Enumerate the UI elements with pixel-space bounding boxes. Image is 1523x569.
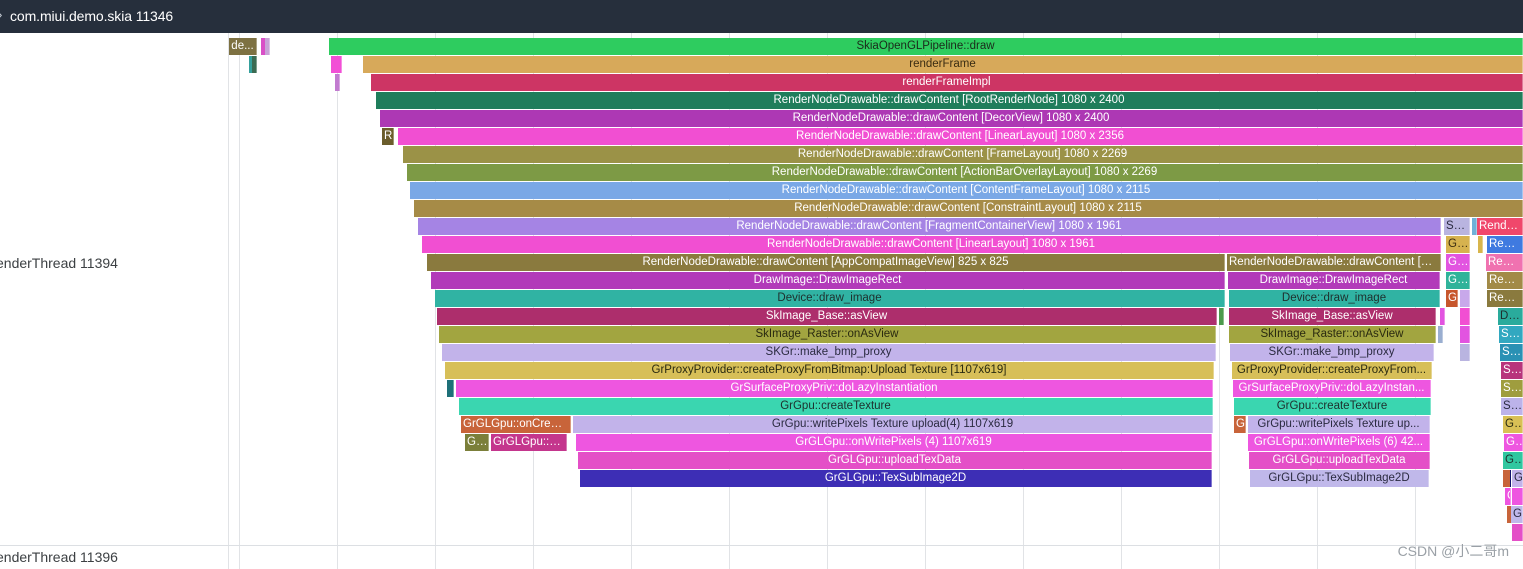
trace-slice[interactable]: Render...	[1486, 254, 1523, 271]
trace-slice[interactable]: Render...	[1487, 236, 1523, 253]
timeline-gridline	[337, 33, 338, 569]
trace-slice[interactable]: SkiaOpenGLPipeline::draw	[329, 38, 1523, 55]
trace-slice[interactable]: Render...	[1487, 290, 1523, 307]
trace-slice[interactable]	[1512, 488, 1523, 505]
trace-slice[interactable]: SkImage_Base::asView	[437, 308, 1217, 325]
trace-slice[interactable]	[1472, 218, 1477, 235]
trace-slice[interactable]: GrGLGpu::uploadTexData	[578, 452, 1212, 469]
trace-slice[interactable]: GrSurfaceProxyPriv::doLazyInstantiation	[456, 380, 1213, 397]
timeline-gridline	[228, 33, 229, 569]
trace-slice[interactable]: Gr...	[1503, 452, 1523, 469]
trace-slice[interactable]: de...	[229, 38, 257, 55]
trace-slice[interactable]: DrawImage::DrawImageRect	[1228, 272, 1440, 289]
trace-slice[interactable]: SKG...	[1501, 398, 1523, 415]
trace-slice[interactable]: GrGLGpu::uploadTexData	[1249, 452, 1430, 469]
trace-slice[interactable]	[1460, 326, 1470, 343]
trace-slice[interactable]: RenderNodeDrawable::drawContent [Content…	[410, 182, 1523, 199]
trace-slice[interactable]: RenderNodeDrawable::drawContent [ActionB…	[407, 164, 1523, 181]
trace-slice[interactable]: R	[382, 128, 394, 145]
trace-slice[interactable]: GrGLGpu::TexSubImage2D	[1250, 470, 1429, 487]
trace-slice[interactable]: SkIm...	[1500, 344, 1523, 361]
trace-slice[interactable]: Device::draw_image	[1229, 290, 1440, 307]
trace-slice[interactable]: SkImage_Base::asView	[1229, 308, 1436, 325]
trace-slice[interactable]: G	[1234, 416, 1246, 433]
trace-slice[interactable]: SkI...	[1501, 380, 1523, 397]
trace-slice[interactable]	[335, 74, 340, 91]
trace-slice[interactable]: GrGLGpu::cr...	[491, 434, 567, 451]
trace-slice[interactable]: RenderNodeDrawable::drawContent [DecorVi…	[380, 110, 1523, 127]
trace-slice[interactable]	[1460, 308, 1470, 325]
trace-slice[interactable]: GrGpu::createTexture	[459, 398, 1213, 415]
trace-slice[interactable]: GrGLGpu::TexSubImage2D	[580, 470, 1212, 487]
trace-slice[interactable]: SKGr::make_bmp_proxy	[1230, 344, 1434, 361]
trace-slice[interactable]: GrGLGpu::onWritePixels (4) 1107x619	[576, 434, 1212, 451]
trace-slice[interactable]: renderFrame	[363, 56, 1523, 73]
trace-slice[interactable]: Gr...	[465, 434, 489, 451]
timeline-gridline	[239, 33, 240, 569]
trace-slice[interactable]	[331, 56, 342, 73]
trace-slice[interactable]: SkI...	[1501, 362, 1523, 379]
trace-slice[interactable]: GrGpu::writePixels Texture upload(4) 110…	[573, 416, 1213, 433]
trace-slice[interactable]	[447, 380, 454, 397]
watermark: CSDN @小二哥m	[1397, 543, 1509, 559]
trace-slice[interactable]	[1503, 470, 1511, 487]
trace-slice[interactable]: GrProxyProvider::createProxyFrom...	[1232, 362, 1432, 379]
trace-slice[interactable]: G	[1446, 290, 1458, 307]
trace-slice[interactable]: GrSurfaceProxyPriv::doLazyInstan...	[1233, 380, 1431, 397]
trace-slice[interactable]: GrGpu::createTexture	[1234, 398, 1431, 415]
track-header[interactable]: › com.miui.demo.skia 11346	[0, 0, 1523, 33]
process-title: com.miui.demo.skia 11346	[10, 8, 174, 24]
track-separator	[0, 545, 1523, 546]
trace-slice[interactable]: Gr...	[1512, 470, 1523, 487]
trace-slice[interactable]: GrProxyProvider::createProxyFromBitmap:U…	[445, 362, 1214, 379]
trace-slice[interactable]: GrS...	[1504, 434, 1523, 451]
thread-label-11394[interactable]: enderThread 11394	[0, 255, 118, 271]
trace-slice[interactable]	[1460, 344, 1470, 361]
trace-slice[interactable]: Render...	[1487, 272, 1523, 289]
trace-slice[interactable]: RenderNodeDrawable::drawContent [Constra…	[414, 200, 1523, 217]
thread-label-11396[interactable]: enderThread 11396	[0, 549, 118, 565]
trace-slice[interactable]	[1478, 236, 1483, 253]
trace-slice[interactable]: SkImage_Raster::onAsView	[439, 326, 1216, 343]
trace-slice[interactable]: renderFrameImpl	[371, 74, 1523, 91]
trace-slice[interactable]: RenderNodeDrawable::drawContent [AppComp…	[427, 254, 1225, 271]
trace-slice[interactable]: Gr...	[1446, 236, 1470, 253]
trace-slice[interactable]: G	[1505, 488, 1511, 505]
trace-slice[interactable]: RenderNodeDrawable::drawContent [RootRen…	[376, 92, 1523, 109]
trace-slice[interactable]: GrGLGpu::onCreat...	[461, 416, 571, 433]
chevron-icon[interactable]: ›	[0, 7, 2, 22]
trace-slice[interactable]	[1438, 326, 1443, 343]
trace-slice[interactable]	[1460, 290, 1470, 307]
trace-slice[interactable]: RenderNodeDrawable::drawContent [Fragmen…	[418, 218, 1441, 235]
trace-slice[interactable]: RenderNodeDrawable::drawContent [A...	[1227, 254, 1441, 271]
trace-slice[interactable]	[252, 56, 257, 73]
trace-slice[interactable]	[1219, 308, 1224, 325]
trace-slice[interactable]: GrGLGpu::onWritePixels (6) 42...	[1248, 434, 1430, 451]
trace-slice[interactable]: GrP...	[1503, 416, 1523, 433]
trace-slice[interactable]: SkIm...	[1499, 326, 1523, 343]
trace-slice[interactable]	[1512, 524, 1523, 541]
trace-slice[interactable]: SkImage_Raster::onAsView	[1229, 326, 1436, 343]
trace-slice[interactable]: G	[1511, 506, 1523, 523]
trace-slice[interactable]: Dev...	[1498, 308, 1523, 325]
trace-slice[interactable]: RenderNo...	[1477, 218, 1523, 235]
trace-slice[interactable]: GrGpu::writePixels Texture up...	[1248, 416, 1430, 433]
trace-slice[interactable]: Device::draw_image	[435, 290, 1225, 307]
trace-slice[interactable]: RenderNodeDrawable::drawContent [LinearL…	[422, 236, 1441, 253]
trace-slice[interactable]	[1440, 308, 1445, 325]
trace-slice[interactable]: Gr...	[1446, 272, 1470, 289]
trace-slice[interactable]: RenderNodeDrawable::drawContent [FrameLa…	[403, 146, 1523, 163]
trace-slice[interactable]: Gr...	[1446, 254, 1470, 271]
trace-slice[interactable]: SK...	[1444, 218, 1470, 235]
trace-slice[interactable]: SKGr::make_bmp_proxy	[442, 344, 1216, 361]
trace-slice[interactable]	[265, 38, 270, 55]
trace-slice[interactable]: RenderNodeDrawable::drawContent [LinearL…	[398, 128, 1523, 145]
trace-slice[interactable]: DrawImage::DrawImageRect	[431, 272, 1225, 289]
